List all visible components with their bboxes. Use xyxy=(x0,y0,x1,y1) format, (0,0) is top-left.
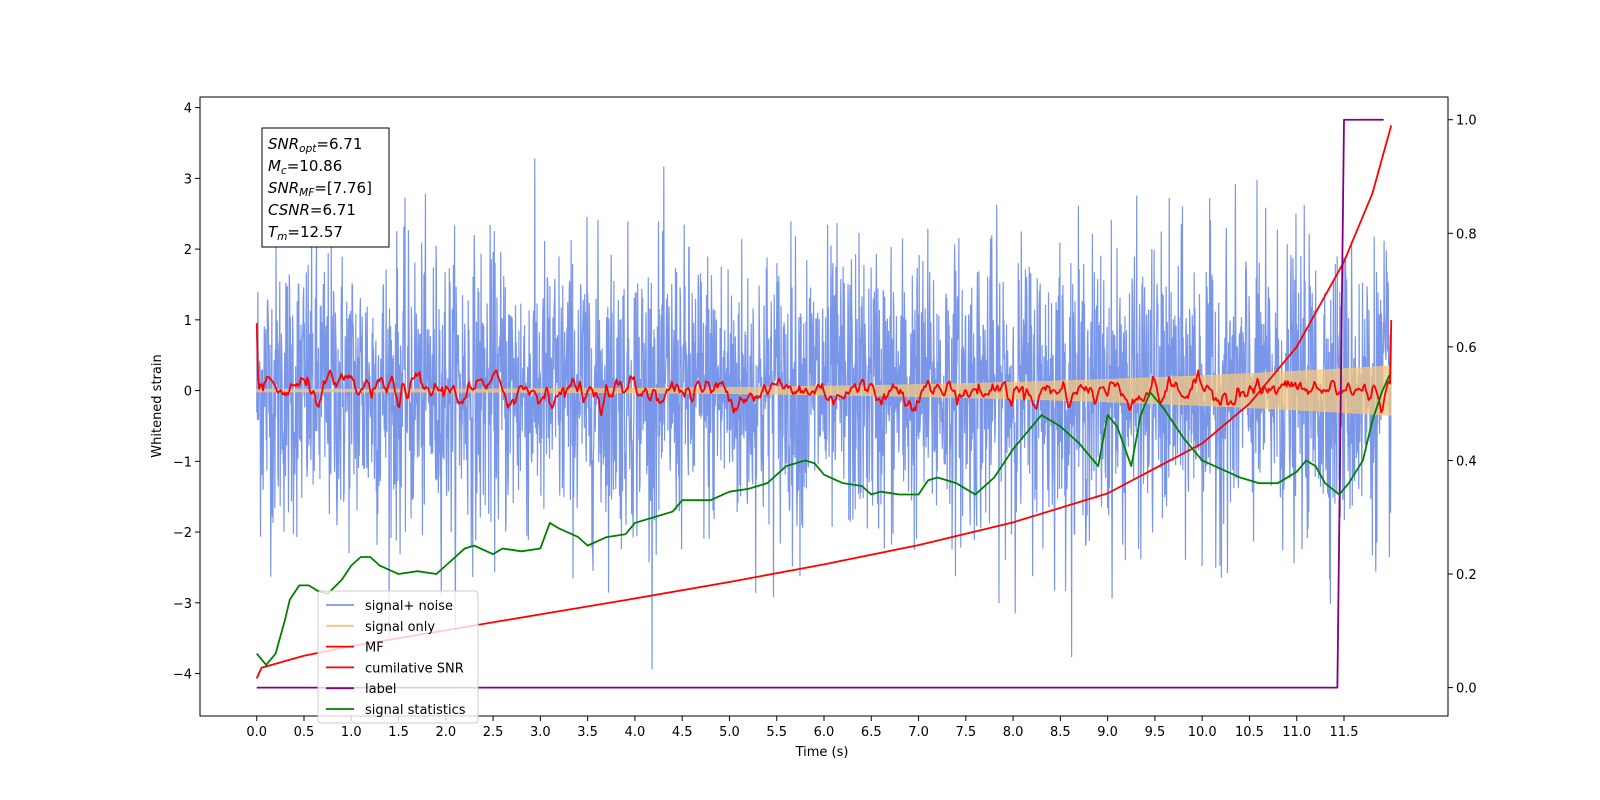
legend-label: signal+ noise xyxy=(365,599,453,614)
series-signal-noise xyxy=(256,158,1392,670)
x-tick-label: 9.0 xyxy=(1097,725,1118,740)
y2-axis-ticks: 0.0 0.2 0.4 0.6 0.8 1.0 xyxy=(1448,114,1477,697)
y2-tick-label: 0.4 xyxy=(1456,454,1477,469)
legend-label: cumilative SNR xyxy=(365,661,464,676)
info-box-frame xyxy=(261,127,390,248)
y-tick-label: −4 xyxy=(173,668,192,683)
info-line: CSNR=6.71 xyxy=(268,201,356,219)
y-tick-label: 4 xyxy=(184,102,192,117)
info-value: =6.71 xyxy=(316,135,362,153)
info-subscript: c xyxy=(281,165,287,177)
y-tick-label: −1 xyxy=(173,455,192,470)
info-value: =10.86 xyxy=(287,157,343,175)
x-tick-label: 4.5 xyxy=(672,725,693,740)
x-tick-label: 1.5 xyxy=(388,725,409,740)
info-line: SNRopt=6.71 xyxy=(268,135,362,155)
info-value: =6.71 xyxy=(310,201,356,219)
x-tick-label: 1.0 xyxy=(341,725,362,740)
x-tick-label: 9.5 xyxy=(1145,725,1166,740)
y-tick-label: 0 xyxy=(184,385,192,400)
x-tick-label: 8.0 xyxy=(1003,725,1024,740)
info-value: =[7.76] xyxy=(314,179,372,197)
info-box: SNRopt=6.71Mc=10.86SNRMF=[7.76]CSNR=6.71… xyxy=(261,127,390,248)
y2-tick-label: 0.0 xyxy=(1456,682,1477,697)
legend: signal+ noise signal only MF cumilative SNR… xyxy=(317,590,479,724)
legend-label: MF xyxy=(365,641,384,656)
series-label xyxy=(256,118,1384,689)
y-axis-ticks: −4 −3 −2 −1 0 1 2 3 4 xyxy=(173,102,200,683)
x-tick-label: 2.5 xyxy=(483,725,504,740)
series-layer xyxy=(255,118,1393,689)
x-tick-label: 11.0 xyxy=(1282,725,1311,740)
x-tick-label: 3.5 xyxy=(577,725,598,740)
y2-tick-label: 0.2 xyxy=(1456,568,1477,583)
info-subscript: opt xyxy=(299,143,317,155)
legend-label: signal only xyxy=(365,620,435,635)
y-tick-label: 3 xyxy=(184,172,192,187)
x-tick-label: 10.0 xyxy=(1188,725,1217,740)
y-tick-label: 1 xyxy=(184,314,192,329)
info-line: Mc=10.86 xyxy=(268,157,342,177)
legend-label: signal statistics xyxy=(365,703,466,718)
series-signal-statistics xyxy=(256,374,1391,666)
x-tick-label: 4.0 xyxy=(625,725,646,740)
info-symbol: M xyxy=(268,157,281,175)
legend-label: label xyxy=(365,682,396,697)
x-tick-label: 8.5 xyxy=(1050,725,1071,740)
info-symbol: T xyxy=(268,223,279,241)
y-tick-label: 2 xyxy=(184,243,192,258)
y-axis-title: Whitened strain xyxy=(150,354,165,457)
info-subscript: MF xyxy=(299,187,315,199)
x-tick-label: 2.0 xyxy=(435,725,456,740)
y-tick-label: −3 xyxy=(173,597,192,612)
info-line: SNRMF=[7.76] xyxy=(268,179,372,199)
series-mf xyxy=(255,319,1393,417)
x-tick-label: 7.0 xyxy=(908,725,929,740)
y-tick-label: −2 xyxy=(173,526,192,541)
x-tick-label: 10.5 xyxy=(1235,725,1264,740)
x-tick-label: 11.5 xyxy=(1330,725,1359,740)
y2-tick-label: 0.8 xyxy=(1456,227,1477,242)
info-value: =12.57 xyxy=(287,223,343,241)
x-tick-label: 6.0 xyxy=(814,725,835,740)
x-tick-label: 3.0 xyxy=(530,725,551,740)
x-tick-label: 7.5 xyxy=(955,725,976,740)
info-symbol: SNR xyxy=(268,135,299,153)
info-symbol: CSNR xyxy=(268,201,310,219)
x-axis-title: Time (s) xyxy=(795,745,849,760)
x-tick-label: 5.0 xyxy=(719,725,740,740)
info-line: Tm=12.57 xyxy=(268,223,343,243)
x-tick-label: 6.5 xyxy=(861,725,882,740)
x-axis-ticks: 0.0 0.5 1.0 1.5 2.0 2.5 3.0 3.5 4.0 4.5 5.0 5.5 6.0 6… xyxy=(246,716,1358,740)
legend-frame xyxy=(317,590,479,724)
info-subscript: m xyxy=(277,231,287,243)
info-symbol: SNR xyxy=(268,179,299,197)
y2-tick-label: 0.6 xyxy=(1456,341,1477,356)
y2-tick-label: 1.0 xyxy=(1456,114,1477,129)
x-tick-label: 0.0 xyxy=(246,725,267,740)
x-tick-label: 0.5 xyxy=(294,725,315,740)
x-tick-label: 5.5 xyxy=(766,725,787,740)
